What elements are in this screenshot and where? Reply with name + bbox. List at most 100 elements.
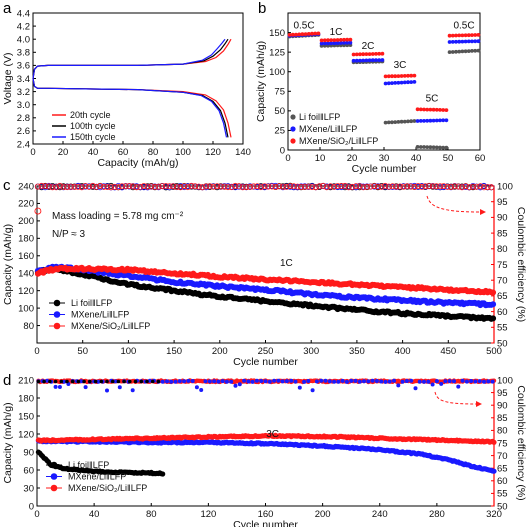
ce-point xyxy=(57,385,62,389)
ce-point xyxy=(59,379,64,384)
ce-point xyxy=(306,379,311,383)
x-tick-label: 240 xyxy=(372,509,388,520)
legend-entry: 150th cycle xyxy=(70,132,116,142)
ce-point xyxy=(371,183,378,190)
data-point xyxy=(444,118,449,123)
data-point xyxy=(399,80,404,85)
ce-point xyxy=(473,183,480,190)
y-tick-label: 180 xyxy=(18,393,34,404)
x-axis-label: Cycle number xyxy=(352,163,417,175)
ce-point xyxy=(338,182,345,189)
ce-point xyxy=(96,379,101,384)
ce-point xyxy=(349,183,356,190)
data-point xyxy=(319,38,324,43)
legend-marker xyxy=(290,138,296,144)
ce-point xyxy=(462,183,469,190)
data-point xyxy=(374,52,378,56)
ce-point xyxy=(464,379,469,384)
data-point xyxy=(383,81,388,86)
data-point xyxy=(396,80,401,85)
x-tick-label: 20 xyxy=(58,147,69,158)
data-point xyxy=(390,81,394,85)
voltage-curve-charge xyxy=(32,38,229,79)
ce-point xyxy=(452,379,456,384)
panel-label-a: a xyxy=(3,0,12,17)
ce-point xyxy=(111,183,118,190)
y-tick-label: 100 xyxy=(269,67,285,78)
ce-point xyxy=(480,184,487,191)
ce-point xyxy=(383,379,388,384)
data-point xyxy=(303,32,308,36)
ce-point xyxy=(203,379,208,384)
y-tick-label: 30 xyxy=(23,483,34,494)
capacity-point xyxy=(491,439,497,445)
ce-point xyxy=(86,183,93,190)
legend-marker xyxy=(50,484,58,492)
ce-point xyxy=(108,184,115,191)
data-point xyxy=(380,51,385,56)
ce-point xyxy=(422,183,429,190)
ce-point xyxy=(440,183,447,190)
data-point xyxy=(348,37,353,42)
y2-tick-label: 85 xyxy=(497,413,508,424)
ce-point xyxy=(194,385,199,390)
y-tick-label: 3.6 xyxy=(17,61,30,72)
np-ratio-annotation: N/P ≈ 3 xyxy=(52,229,86,240)
legend-entry: Li foil‖LFP xyxy=(71,298,112,308)
ce-point xyxy=(287,183,294,190)
x-tick-label: 0 xyxy=(34,509,39,520)
ce-point xyxy=(320,182,327,189)
ce-point xyxy=(76,379,81,384)
ce-point xyxy=(396,383,401,388)
ce-point xyxy=(490,379,495,384)
ce-point xyxy=(283,183,290,190)
data-point xyxy=(428,145,433,150)
data-point xyxy=(418,119,423,123)
ce-point xyxy=(186,378,191,383)
data-point xyxy=(412,80,417,84)
ce-point xyxy=(404,379,409,383)
data-point xyxy=(358,52,362,57)
ce-point xyxy=(71,183,78,190)
data-point xyxy=(345,37,350,42)
panel-label-c: c xyxy=(3,177,11,194)
ce-point xyxy=(312,184,319,191)
ce-point xyxy=(305,183,312,190)
data-point xyxy=(386,81,391,86)
ce-point xyxy=(473,379,478,384)
ce-point xyxy=(151,183,158,190)
legend-entry: Li foil‖LFP xyxy=(299,112,340,122)
data-point xyxy=(287,33,292,37)
ce-point xyxy=(316,183,323,190)
y-tick-label: 180 xyxy=(18,234,34,245)
ce-point xyxy=(374,379,379,383)
data-point xyxy=(377,51,382,56)
ce-point xyxy=(409,378,414,383)
data-point xyxy=(290,32,295,37)
ce-point xyxy=(486,379,491,384)
ce-point xyxy=(488,184,495,191)
y2-tick-label: 80 xyxy=(497,426,508,437)
data-point xyxy=(425,107,430,112)
ce-point xyxy=(62,379,67,384)
data-point xyxy=(326,41,330,46)
y2-tick-label: 95 xyxy=(497,197,508,208)
ce-axis-arrowhead xyxy=(480,209,486,215)
rate-label: 0.5C xyxy=(453,21,474,32)
panel-label-b: b xyxy=(258,0,266,17)
y-tick-label: 4.2 xyxy=(17,21,30,32)
y2-tick-label: 90 xyxy=(497,213,508,224)
ce-point xyxy=(100,183,107,190)
ce-point xyxy=(122,183,129,190)
data-point xyxy=(332,41,337,46)
voltage-curve-discharge xyxy=(32,78,232,138)
rate-label: 3C xyxy=(394,60,407,71)
ce-point xyxy=(53,379,58,384)
data-point xyxy=(396,120,401,124)
ce-point xyxy=(362,379,366,384)
data-point xyxy=(450,33,455,38)
x-tick-label: 200 xyxy=(315,509,331,520)
data-point xyxy=(454,49,458,54)
legend-entry: 20th cycle xyxy=(70,110,111,120)
ce-point xyxy=(265,183,272,190)
